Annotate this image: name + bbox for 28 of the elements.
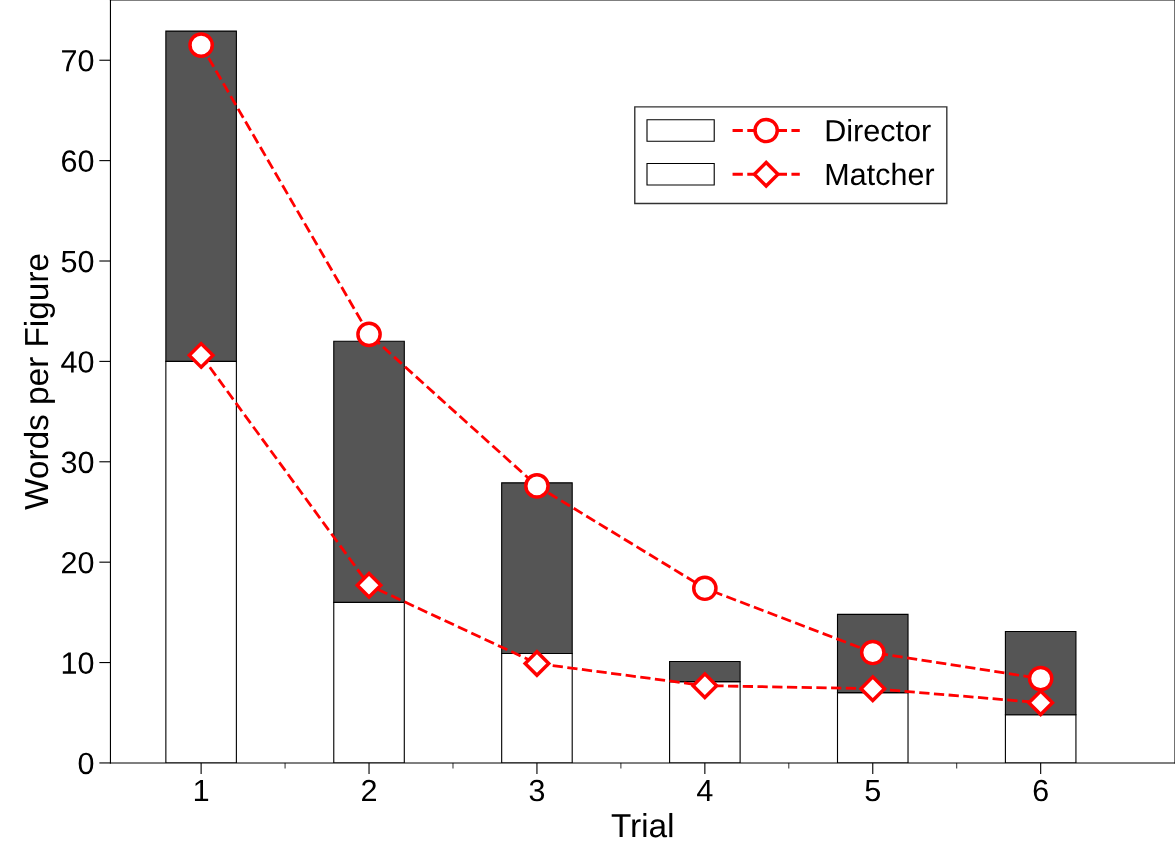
x-tick-label: 4 <box>697 780 713 802</box>
point <box>187 341 215 369</box>
point <box>859 675 887 703</box>
x-tick-label: 1 <box>194 780 209 802</box>
y-tick-label: 20 <box>62 551 94 574</box>
point <box>691 672 719 700</box>
point <box>692 575 718 602</box>
legend-label: Matcher <box>826 162 935 186</box>
y-tick-label: 60 <box>62 150 94 172</box>
x-tick-label: 6 <box>1033 779 1048 802</box>
x-tick-label: 5 <box>865 780 880 802</box>
x-tick-label: 3 <box>529 779 545 802</box>
legend-label: Director <box>826 119 931 142</box>
point <box>1027 689 1055 717</box>
point <box>355 571 383 599</box>
y-axis-title: Words per Figure <box>23 254 55 510</box>
y-tick-label: 50 <box>61 250 94 273</box>
y-tick-label: 40 <box>61 351 94 373</box>
x-axis-title: Trial <box>611 812 673 838</box>
y-tick-label: 0 <box>78 752 94 775</box>
point <box>524 473 550 499</box>
point <box>523 650 551 678</box>
y-tick-label: 30 <box>61 451 94 474</box>
point <box>188 32 214 59</box>
x-tick-label: 2 <box>362 779 376 802</box>
y-tick-label: 70 <box>62 49 94 72</box>
y-tick-label: 10 <box>62 652 94 674</box>
point <box>356 321 382 348</box>
